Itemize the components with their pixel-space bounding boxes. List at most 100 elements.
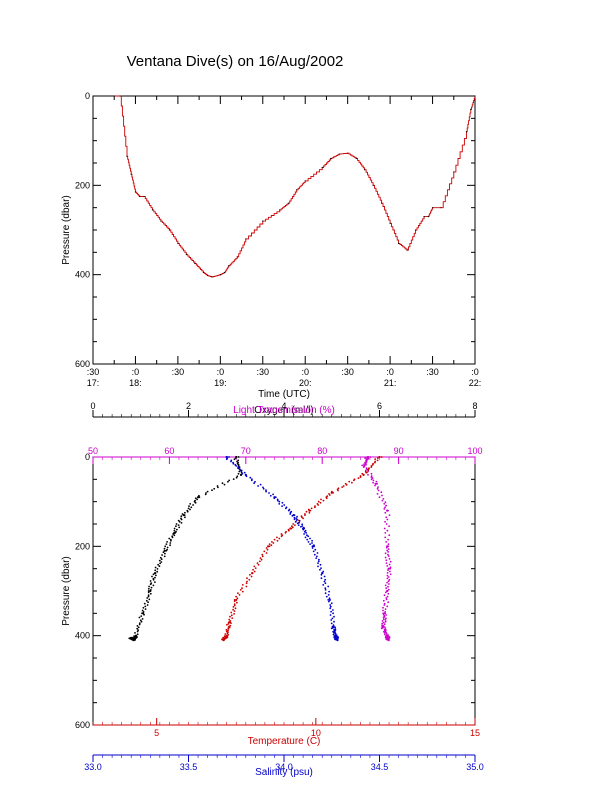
profile-vertex: [387, 567, 390, 570]
profile-point: [294, 524, 296, 526]
profile-point: [147, 595, 150, 598]
y-tick-label: 200: [75, 541, 90, 551]
x-tick-label: :0: [132, 367, 140, 377]
profile-point: [156, 570, 159, 573]
profile-point: [382, 621, 385, 624]
profile-point: [387, 543, 390, 545]
pressure-point: [236, 256, 238, 258]
axis-tick-label: 60: [164, 446, 174, 456]
profile-point: [370, 466, 373, 468]
pressure-point: [406, 249, 408, 251]
profile-point: [159, 562, 162, 565]
profile-point: [385, 523, 388, 525]
profile-point: [156, 568, 159, 570]
profile-point: [293, 518, 296, 521]
profile-point: [154, 566, 157, 569]
axis-tick-label: 70: [241, 446, 251, 456]
profile-point: [306, 538, 309, 541]
profile-point: [376, 493, 379, 495]
pressure-point: [338, 153, 340, 155]
profile-vertex: [244, 473, 247, 476]
profile-point: [376, 459, 379, 462]
pressure-point: [347, 152, 349, 154]
pressure-point: [143, 195, 145, 198]
profile-point: [387, 555, 390, 557]
axis-tick-label: 8: [472, 401, 477, 411]
profile-point: [261, 555, 264, 558]
pressure-point: [139, 195, 141, 198]
profile-point: [228, 479, 231, 482]
profile-point: [144, 605, 147, 608]
profile-point: [142, 606, 145, 609]
profile-point: [314, 548, 317, 551]
profile-point: [328, 600, 330, 603]
profile-point: [227, 480, 229, 483]
profile-point: [301, 516, 303, 519]
profile-vertex: [336, 639, 339, 642]
profile-point: [316, 555, 318, 558]
pressure-point: [211, 276, 213, 278]
profile-point: [387, 592, 390, 595]
pressure-point: [364, 169, 366, 171]
profile-point: [389, 560, 392, 563]
profile-vertex: [225, 634, 228, 637]
profile-vertex: [386, 589, 389, 593]
profile-point: [298, 520, 301, 522]
axis-tick-label: 2: [186, 401, 191, 411]
profile-point: [289, 513, 292, 515]
profile-point: [159, 556, 162, 559]
profile-point: [384, 536, 387, 539]
profile-point: [383, 527, 386, 530]
profile-point: [162, 551, 165, 554]
profile-point: [324, 582, 327, 585]
pressure-point: [398, 242, 400, 244]
profile-point: [249, 573, 251, 576]
profile-point: [301, 523, 304, 526]
bottom-y-axis: 0 200 400 600: [75, 452, 475, 730]
axis-tick-label: 50: [88, 446, 98, 456]
profile-point: [260, 558, 263, 561]
pressure-point: [185, 253, 187, 256]
profile-point: [237, 592, 239, 595]
profile-vertex: [387, 639, 390, 642]
profile-point: [184, 511, 186, 514]
profile-point: [265, 552, 268, 554]
profile-point: [178, 520, 181, 523]
profile-oxygen-ml-l-: [128, 455, 243, 642]
profile-point: [333, 615, 335, 618]
profile-point: [276, 539, 279, 542]
profile-point: [304, 536, 307, 539]
profile-point: [235, 476, 238, 479]
profile-point: [313, 553, 316, 556]
axis-title: Temperature (C): [248, 736, 321, 747]
pressure-point: [304, 180, 306, 182]
profile-point: [169, 542, 172, 544]
y-tick-label: 0: [85, 91, 90, 101]
profile-point: [384, 636, 387, 639]
profile-point: [308, 511, 311, 514]
profile-point: [384, 591, 387, 594]
profile-vertex: [153, 572, 157, 575]
pressure-point: [119, 95, 121, 97]
pressure-point: [431, 207, 434, 209]
y-tick-label: 200: [75, 180, 90, 190]
axis-tick-label: 5: [154, 728, 159, 738]
pressure-time-series: [113, 95, 476, 278]
profile-point: [382, 599, 385, 602]
profile-point: [278, 503, 281, 505]
y-tick-label: 600: [75, 359, 90, 369]
profile-point: [237, 456, 240, 458]
profile-point: [323, 575, 326, 578]
profile-vertex: [132, 639, 135, 642]
profile-point: [246, 580, 248, 583]
profile-point: [136, 633, 139, 636]
profile-point: [375, 480, 378, 483]
profile-point: [364, 470, 367, 473]
profile-point: [295, 520, 297, 523]
profile-point: [256, 562, 259, 564]
profile-point: [170, 539, 172, 542]
axis-title: Light Transmission (%): [233, 405, 335, 416]
profile-point: [351, 481, 353, 484]
profile-point: [168, 537, 171, 540]
profile-point: [136, 630, 139, 633]
